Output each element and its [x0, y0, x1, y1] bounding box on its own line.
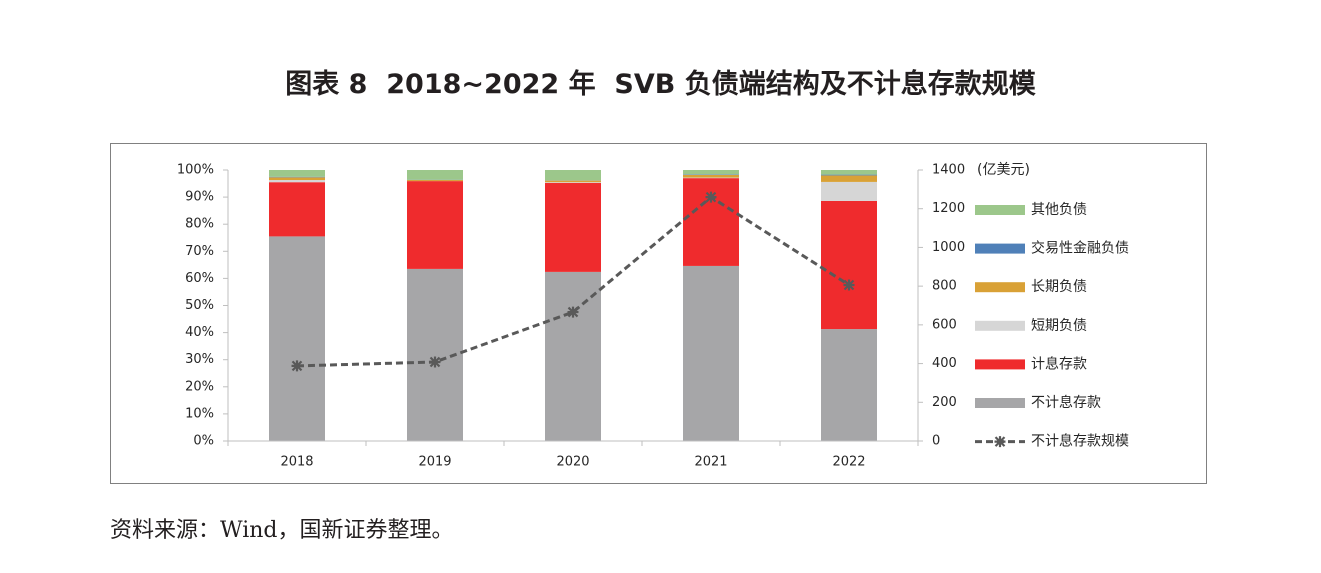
bar-2021-series-5 [683, 170, 739, 175]
bar-2022-series-1 [821, 200, 877, 330]
right-tick-label: 1400 [932, 163, 965, 178]
bar-2021-series-4 [683, 174, 739, 175]
bar-2018-series-2 [269, 180, 325, 183]
bar-2022-series-4 [821, 174, 877, 176]
legend-label-0: 不计息存款 [1031, 394, 1101, 411]
legend-label-3: 长期负债 [1031, 279, 1087, 295]
source-note: 资料来源：Wind，国新证券整理。 [110, 518, 454, 543]
bar-2020-series-0 [545, 271, 601, 441]
x-tick-label: 2021 [694, 455, 727, 470]
bar-2019-series-1 [407, 181, 463, 269]
line-point-2021 [705, 191, 717, 203]
bar-2018-series-5 [269, 170, 325, 177]
legend-label-line: 不计息存款规模 [1031, 433, 1129, 450]
line-point-2022 [843, 279, 855, 291]
right-axis-unit-label: (亿美元) [977, 162, 1030, 178]
legend-label-2: 短期负债 [1031, 318, 1087, 334]
bar-2018-series-4 [269, 176, 325, 178]
bar-2020-series-5 [545, 170, 601, 181]
right-tick-label: 400 [932, 356, 957, 371]
left-tick-label: 0% [193, 434, 214, 449]
right-tick-label: 1000 [932, 240, 965, 255]
legend-swatch-4 [975, 243, 1025, 254]
stacked-bar-line-chart: 0% 10% 20% 30% 40% 50% 60% 70% 80% 90% 100% 0 200 400… [177, 162, 1129, 470]
bar-2022-series-0 [821, 329, 877, 441]
bar-2021-series-0 [683, 265, 739, 441]
bar-2022-series-5 [821, 170, 877, 175]
legend-swatch-3 [975, 282, 1025, 293]
right-tick-label: 1200 [932, 201, 965, 216]
right-tick-label: 600 [932, 317, 957, 332]
left-tick-label: 20% [185, 379, 214, 394]
bar-2021-series-3 [683, 174, 739, 178]
left-tick-label: 80% [185, 217, 214, 232]
bar-2018-series-3 [269, 177, 325, 181]
x-tick-label: 2020 [556, 455, 589, 470]
left-tick-label: 50% [185, 298, 214, 313]
left-tick-label: 40% [185, 325, 214, 340]
legend-label-1: 计息存款 [1031, 355, 1087, 372]
legend-label-4: 交易性金融负债 [1031, 240, 1129, 257]
left-tick-label: 60% [185, 271, 214, 286]
legend-swatch-1 [975, 359, 1025, 370]
bar-2018-series-1 [269, 182, 325, 237]
line-series-path [296, 195, 850, 368]
bar-2022-series-2 [821, 181, 877, 201]
bar-2020-series-3 [545, 180, 601, 183]
left-tick-label: 30% [185, 352, 214, 367]
chart-title: 图表 8 2018~2022 年 SVB 负债端结构及不计息存款规模 [285, 69, 1036, 100]
x-tick-label: 2019 [418, 455, 451, 470]
line-point-2018 [291, 360, 303, 372]
right-tick-label: 0 [932, 434, 940, 449]
chart-container: 0% 10% 20% 30% 40% 50% 60% 70% 80% 90% 100% 0 200 400… [110, 143, 1207, 484]
bar-2020-series-1 [545, 183, 601, 272]
left-tick-label: 90% [185, 190, 214, 205]
bar-2019-series-3 [407, 180, 463, 182]
legend-swatch-0 [975, 398, 1025, 408]
legend-swatch-2 [975, 320, 1025, 331]
bar-2022-series-3 [821, 175, 877, 182]
x-tick-label: 2018 [280, 455, 313, 470]
bar-2018-series-0 [269, 236, 325, 441]
left-tick-label: 10% [185, 406, 214, 421]
legend-line-marker [994, 436, 1006, 448]
x-tick-label: 2022 [832, 455, 865, 470]
bar-2019-series-5 [407, 170, 463, 180]
bar-2020-series-2 [545, 182, 601, 184]
left-tick-label: 100% [177, 163, 214, 178]
right-tick-label: 200 [932, 395, 957, 410]
bar-2021-series-2 [683, 177, 739, 179]
line-point-2019 [429, 356, 441, 368]
left-tick-label: 70% [185, 244, 214, 259]
legend-swatch-5 [975, 205, 1025, 215]
legend-label-5: 其他负债 [1031, 202, 1087, 218]
right-tick-label: 800 [932, 279, 957, 294]
line-point-2020 [567, 306, 579, 318]
bar-2021-series-1 [683, 178, 739, 266]
